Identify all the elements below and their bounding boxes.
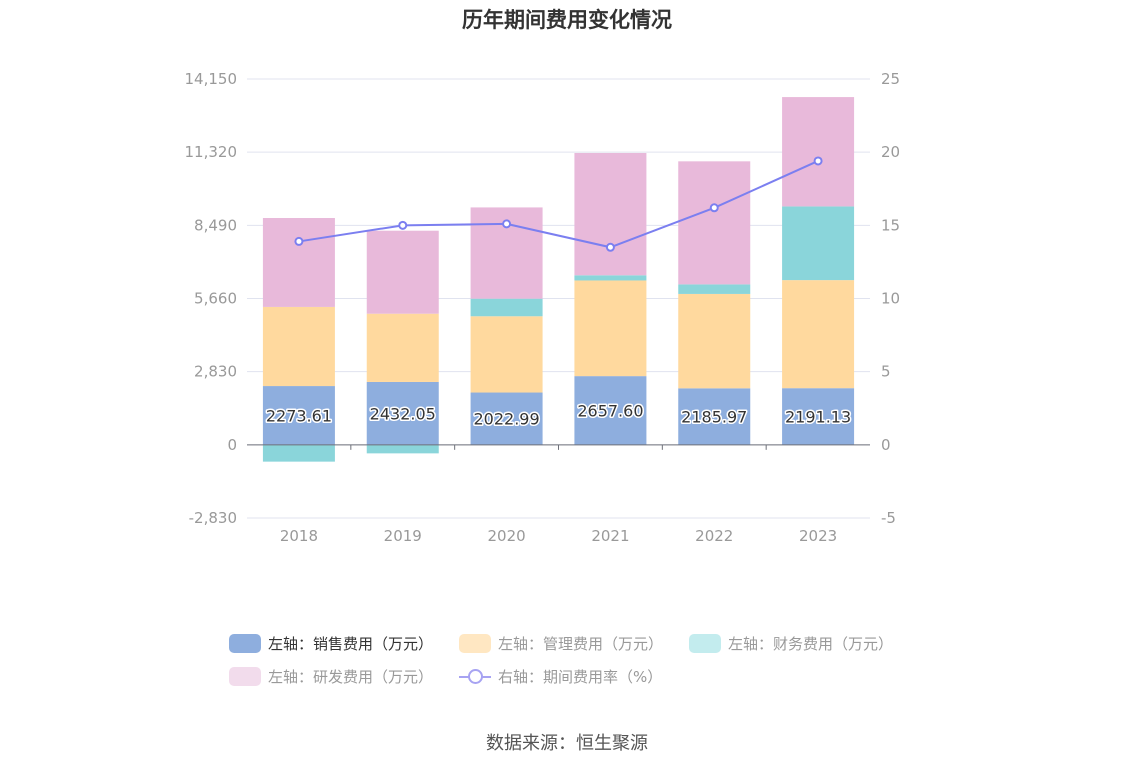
- right-axis-tick-label: -5: [881, 509, 896, 527]
- bar-rd-2021: [574, 153, 647, 276]
- bar-rd-2023: [782, 97, 855, 207]
- sales-value-label-2023: 2191.13: [785, 408, 851, 427]
- right-axis-tick-label: 20: [881, 143, 900, 161]
- bar-admin-2019: [366, 313, 439, 382]
- left-axis-tick-label: 5,660: [194, 290, 237, 308]
- legend-sales[interactable]: 左轴：销售费用（万元）: [229, 633, 433, 654]
- bar-sales-2023: [782, 388, 855, 445]
- gridlines: [247, 78, 870, 519]
- x-axis-label-2023: 2023: [799, 527, 837, 545]
- rate-line-path: [298, 160, 819, 249]
- sales-value-label-2022: 2185.97: [681, 408, 747, 427]
- left-axis-tick-label: -2,830: [189, 509, 237, 527]
- sales-value-label-2018: 2273.61: [266, 406, 332, 425]
- rate-point-2023: [813, 156, 823, 166]
- left-axis-tick-label: 8,490: [194, 216, 237, 234]
- right-axis-tick-label: 25: [881, 70, 900, 88]
- bar-sales-2021: [574, 376, 647, 445]
- legend-label-sales: 左轴：销售费用（万元）: [268, 635, 434, 653]
- bar-admin-2022: [678, 293, 751, 389]
- axes: 14,150 25 11,320 20 8,490 15 5,660 10 2,830 5 0 0 -2…: [185, 70, 901, 545]
- legend-finance[interactable]: 左轴：财务费用（万元）: [689, 633, 893, 654]
- legend-rate[interactable]: 右轴：期间费用率（%）: [459, 666, 662, 687]
- legend-rd[interactable]: 左轴：研发费用（万元）: [229, 666, 433, 687]
- x-axis-label-2020: 2020: [487, 527, 525, 545]
- x-axis-label-2021: 2021: [591, 527, 629, 545]
- left-axis-tick-label: 2,830: [194, 363, 237, 381]
- legend-label-admin: 左轴：管理费用（万元）: [498, 635, 664, 653]
- bar-admin-2023: [782, 280, 855, 389]
- x-axis-label-2018: 2018: [280, 527, 318, 545]
- legend-swatch-rd: [229, 667, 261, 686]
- sales-value-label-2019: 2432.05: [370, 404, 436, 423]
- right-axis-tick-label: 0: [881, 436, 891, 454]
- bar-finance-2020: [470, 298, 543, 317]
- bar-sales-2020: [470, 392, 543, 445]
- rate-point-2020: [502, 219, 512, 229]
- bar-sales-2022: [678, 388, 751, 445]
- bar-finance-2021: [574, 275, 647, 281]
- legend-label-finance: 左轴：财务费用（万元）: [728, 635, 894, 653]
- legend-swatch-sales: [229, 634, 261, 653]
- legend-swatch-admin: [459, 634, 491, 653]
- right-axis-tick-label: 10: [881, 290, 900, 308]
- legend-label-rate: 右轴：期间费用率（%）: [498, 668, 663, 686]
- bar-finance-2022: [678, 284, 751, 294]
- legend-admin[interactable]: 左轴：管理费用（万元）: [459, 633, 663, 654]
- rate-line: [294, 156, 823, 252]
- bar-rd-2022: [678, 161, 751, 285]
- left-axis-tick-label: 11,320: [185, 143, 238, 161]
- right-axis-tick-label: 15: [881, 216, 900, 234]
- sales-value-label-2021: 2657.60: [577, 401, 643, 420]
- bar-sales-2018: [262, 386, 335, 445]
- x-axis-label-2019: 2019: [384, 527, 422, 545]
- rate-point-2019: [398, 220, 408, 230]
- bar-admin-2021: [574, 280, 647, 377]
- bar-finance-2018: [262, 444, 335, 462]
- bar-finance-2023: [782, 206, 855, 281]
- left-axis-tick-label: 14,150: [185, 70, 238, 88]
- legend-swatch-rate: [459, 667, 491, 686]
- legend-label-rd: 左轴：研发费用（万元）: [268, 668, 434, 686]
- bar-rd-2018: [262, 218, 335, 307]
- bar-admin-2018: [262, 306, 335, 387]
- bar-sales-2019: [366, 381, 439, 445]
- legend-swatch-finance: [689, 634, 721, 653]
- sales-value-label-2020: 2022.99: [473, 410, 539, 429]
- bar-admin-2020: [470, 316, 543, 393]
- chart-title: 历年期间费用变化情况: [462, 8, 672, 32]
- data-source: 数据来源：恒生聚源: [486, 733, 648, 754]
- rate-point-2022: [709, 203, 719, 213]
- right-axis-tick-label: 5: [881, 363, 891, 381]
- x-axis-label-2022: 2022: [695, 527, 733, 545]
- rate-point-2021: [605, 242, 615, 252]
- bar-finance-2019: [366, 444, 439, 454]
- data-labels: 2273.61 2432.05 2022.99 2657.60 2185.97 2191.…: [264, 400, 852, 430]
- bar-rd-2019: [366, 230, 439, 314]
- left-axis-tick-label: 0: [227, 436, 237, 454]
- rate-point-2018: [294, 236, 304, 246]
